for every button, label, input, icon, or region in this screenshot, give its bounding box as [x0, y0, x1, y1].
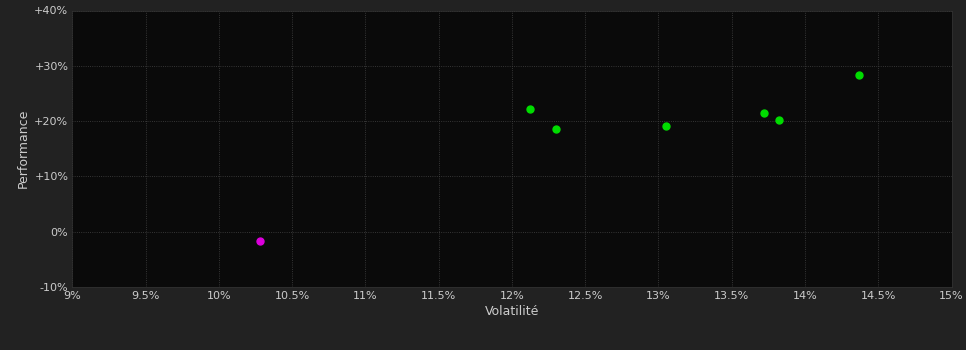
Y-axis label: Performance: Performance — [17, 109, 30, 188]
X-axis label: Volatilité: Volatilité — [485, 305, 539, 318]
